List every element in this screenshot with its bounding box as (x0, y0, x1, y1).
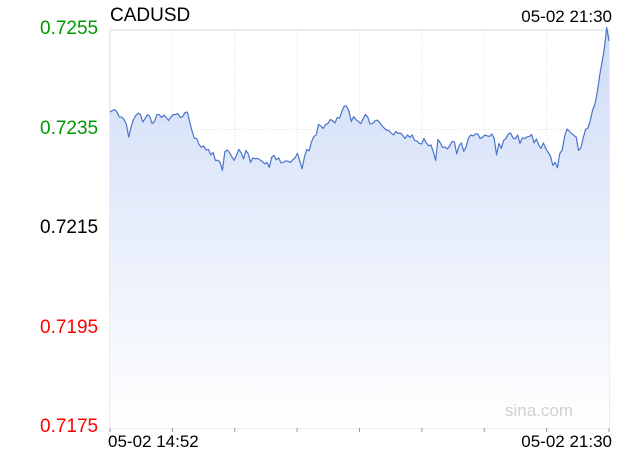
y-tick-label: 0.7215 (40, 217, 99, 238)
series-line (109, 26, 610, 171)
watermark: sina.com (505, 401, 574, 420)
y-tick-label: 0.7195 (40, 316, 99, 338)
y-tick-label: 0.7175 (40, 416, 99, 437)
chart-timestamp: 05-02 21:30 (521, 7, 612, 26)
x-tick-label-start: 05-02 14:52 (108, 432, 199, 451)
x-tick-label-end: 05-02 21:30 (521, 432, 612, 451)
chart-title: CADUSD (110, 5, 191, 26)
y-tick-label: 0.7255 (40, 18, 99, 39)
series-area (110, 27, 609, 428)
y-tick-label: 0.7235 (40, 117, 99, 139)
